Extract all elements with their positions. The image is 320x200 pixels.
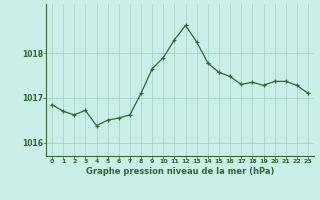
X-axis label: Graphe pression niveau de la mer (hPa): Graphe pression niveau de la mer (hPa) [86,167,274,176]
